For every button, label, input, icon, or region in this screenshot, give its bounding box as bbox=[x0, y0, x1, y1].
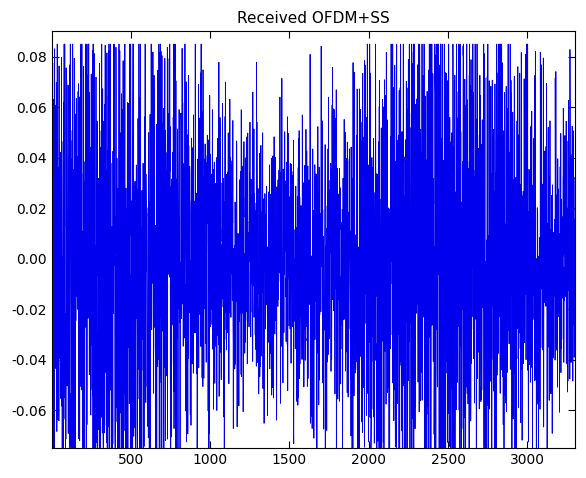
Title: Received OFDM+SS: Received OFDM+SS bbox=[237, 11, 390, 26]
